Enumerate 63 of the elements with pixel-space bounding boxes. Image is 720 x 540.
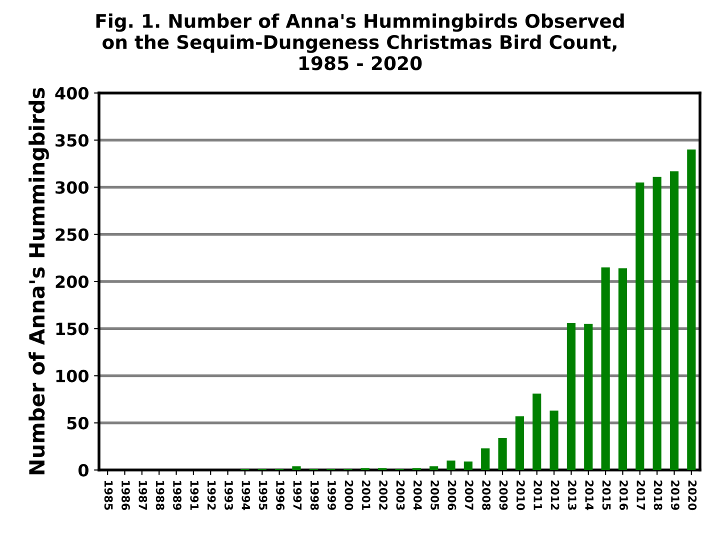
x-tick-label: 1992 (207, 480, 216, 510)
x-tick-label: 2019 (671, 480, 680, 510)
x-tick-label: 1991 (190, 480, 199, 510)
bar (464, 462, 472, 470)
bar (618, 268, 628, 470)
x-tick-label: 2001 (362, 480, 370, 510)
bar (446, 460, 456, 470)
bar (601, 267, 610, 470)
bar (532, 394, 542, 470)
x-tick-label: 2015 (602, 480, 611, 510)
x-tick-label: 1985 (104, 480, 113, 510)
x-tick-label: 2003 (396, 480, 405, 510)
y-axis-title: Number of Anna's Hummingbirds (28, 88, 49, 474)
bar (566, 322, 576, 470)
x-tick-label: 2020 (688, 480, 697, 510)
x-tick-label: 1989 (173, 480, 182, 510)
bar (430, 466, 438, 470)
y-tick-label: 100 (56, 370, 88, 382)
bar (292, 466, 301, 470)
x-tick-label: 2005 (430, 480, 440, 510)
y-tick-label: 250 (56, 228, 88, 241)
bar (515, 416, 524, 470)
y-tick-label: 400 (55, 86, 88, 100)
bar (687, 150, 696, 470)
y-tick-label: 0 (78, 464, 88, 477)
x-tick-label: 1998 (310, 480, 319, 510)
x-tick-label: 1994 (242, 480, 250, 510)
x-tick-label: 2000 (344, 480, 354, 510)
bar (636, 182, 644, 470)
x-tick-label: 2012 (550, 480, 560, 510)
x-tick-label: 1987 (138, 480, 148, 510)
x-tick-label: 2018 (654, 480, 662, 510)
x-tick-label: 2013 (568, 480, 576, 510)
x-tick-label: 2011 (534, 480, 542, 510)
y-tick-label: 50 (67, 416, 88, 430)
x-tick-label: 2016 (620, 480, 628, 510)
x-tick-label: 2007 (464, 480, 474, 510)
y-tick-label: 150 (56, 322, 88, 336)
x-tick-label: 2008 (482, 480, 491, 510)
x-tick-label: 2014 (585, 480, 594, 510)
bar (670, 171, 679, 470)
x-tick-label: 2002 (379, 480, 388, 510)
y-tick-label: 200 (56, 275, 88, 288)
bar (481, 448, 490, 470)
x-tick-label: 1988 (156, 480, 164, 510)
bar (652, 176, 662, 470)
x-tick-label: 1996 (276, 480, 284, 510)
x-tick-label: 2006 (448, 480, 456, 510)
bar (550, 410, 558, 470)
x-tick-label: 1997 (293, 480, 302, 510)
bar (498, 438, 507, 470)
x-tick-label: 1993 (224, 480, 233, 510)
y-tick-label: 300 (56, 181, 88, 194)
x-tick-label: 2009 (499, 480, 508, 510)
x-tick-label: 2004 (413, 480, 422, 510)
x-tick-label: 1986 (122, 480, 130, 510)
x-tick-label: 2017 (636, 480, 646, 510)
x-tick-label: 2010 (516, 480, 525, 510)
x-tick-label: 1999 (328, 480, 336, 510)
y-tick-label: 350 (56, 134, 88, 147)
chart-title: Fig. 1. Number of Anna's Hummingbirds Observed on the Sequim-Dungeness Christmas Bird Count, 1985 - 2020 (96, 14, 624, 70)
bar (584, 324, 593, 470)
x-tick-label: 1995 (258, 480, 268, 510)
